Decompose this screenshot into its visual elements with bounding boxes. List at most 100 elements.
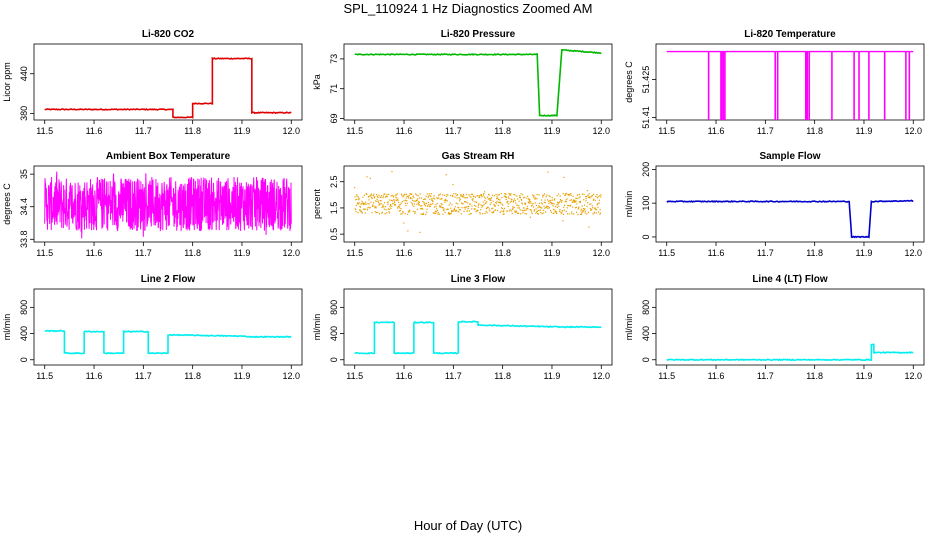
- data-point: [577, 194, 579, 196]
- data-point: [559, 210, 561, 213]
- data-point: [483, 204, 485, 206]
- data-point: [438, 194, 440, 197]
- data-point: [547, 207, 549, 210]
- data-point: [541, 207, 543, 209]
- data-point: [394, 203, 396, 205]
- data-point: [362, 208, 365, 210]
- data-point: [462, 196, 464, 198]
- data-point: [507, 196, 510, 198]
- data-point: [481, 206, 483, 208]
- data-point: [594, 207, 596, 210]
- data-point: [370, 194, 372, 196]
- data-point: [597, 211, 600, 213]
- data-point: [413, 203, 416, 205]
- data-point: [379, 196, 381, 198]
- data-point: [511, 208, 514, 210]
- data-point: [385, 208, 387, 211]
- plot-frame: [343, 165, 613, 243]
- data-point: [597, 203, 599, 205]
- data-point: [532, 196, 534, 198]
- data-point: [503, 209, 505, 211]
- data-point: [396, 194, 398, 196]
- data-point: [535, 212, 537, 214]
- x-tick-label: 11.7: [757, 248, 774, 258]
- data-point: [361, 212, 363, 214]
- data-point: [587, 194, 589, 196]
- data-point: [505, 196, 507, 198]
- data-point: [390, 204, 392, 206]
- data-point: [439, 205, 441, 207]
- data-point: [416, 199, 418, 201]
- x-tick-label: 11.8: [494, 371, 511, 381]
- data-point: [446, 194, 448, 196]
- data-point: [559, 198, 562, 201]
- page-title: SPL_110924 1 Hz Diagnostics Zoomed AM: [343, 1, 593, 16]
- data-point: [415, 199, 417, 201]
- x-tick-label: 12.0: [283, 371, 301, 381]
- data-point: [409, 197, 411, 200]
- data-point: [414, 193, 417, 195]
- data-point: [571, 206, 574, 208]
- data-point: [405, 204, 407, 207]
- data-point: [534, 198, 537, 200]
- data-point: [511, 210, 513, 212]
- data-point: [508, 194, 511, 196]
- data-point: [374, 200, 377, 202]
- data-point: [456, 193, 459, 196]
- data-point: [498, 194, 500, 196]
- data-point: [398, 205, 400, 207]
- data-point: [418, 204, 420, 206]
- data-point: [540, 199, 543, 201]
- data-point: [589, 207, 591, 210]
- data-point: [585, 200, 587, 202]
- data-point: [541, 203, 543, 205]
- data-point: [421, 207, 423, 209]
- data-point: [402, 196, 404, 198]
- data-point: [382, 196, 384, 199]
- data-point: [553, 208, 555, 211]
- data-point: [443, 208, 445, 210]
- y-axis-label: Licor ppm: [2, 62, 12, 102]
- x-tick-label: 11.6: [396, 248, 413, 258]
- data-point: [510, 198, 512, 200]
- data-point: [423, 201, 425, 204]
- data-point: [374, 196, 376, 198]
- data-point: [420, 197, 423, 199]
- data-point: [406, 202, 408, 204]
- data-point: [506, 202, 508, 204]
- data-point: [371, 211, 373, 214]
- data-point: [581, 212, 583, 214]
- data-point: [514, 211, 517, 213]
- y-tick-label: 51.41: [641, 106, 651, 129]
- data-point: [563, 176, 565, 179]
- data-point: [586, 202, 589, 204]
- data-point: [377, 202, 380, 204]
- data-point: [414, 212, 416, 215]
- data-point: [377, 200, 379, 202]
- data-point: [428, 205, 431, 207]
- data-point: [575, 197, 577, 199]
- data-point: [377, 211, 379, 213]
- data-point: [518, 200, 520, 202]
- data-point: [437, 213, 439, 215]
- data-point: [533, 210, 535, 212]
- data-point: [489, 199, 491, 201]
- data-point: [420, 213, 422, 215]
- data-point: [511, 199, 513, 201]
- data-point: [593, 198, 595, 200]
- data-point: [365, 203, 367, 205]
- plot-frame: [655, 43, 925, 121]
- data-point: [462, 202, 464, 205]
- data-point: [519, 196, 522, 199]
- data-point: [523, 209, 526, 211]
- data-point: [372, 195, 374, 197]
- data-point: [556, 212, 558, 214]
- x-tick-label: 11.9: [234, 371, 251, 381]
- data-point: [528, 201, 530, 203]
- data-point: [525, 202, 527, 205]
- data-point: [453, 192, 455, 195]
- data-point: [473, 196, 475, 198]
- data-point: [373, 197, 376, 199]
- data-point: [485, 197, 487, 199]
- x-tick-label: 11.6: [708, 371, 725, 381]
